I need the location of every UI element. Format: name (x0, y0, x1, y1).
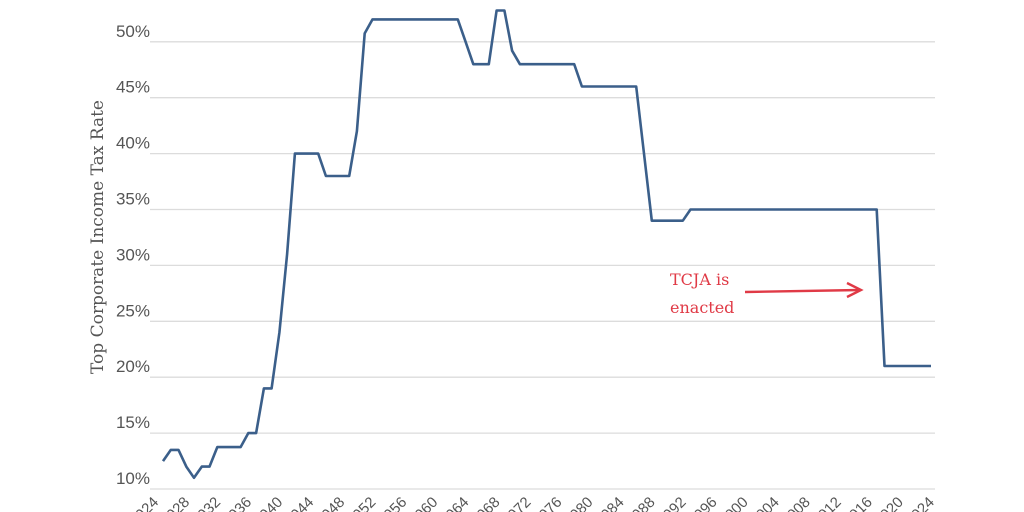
x-tick-label: 2020 (871, 494, 907, 512)
x-tick-label: 1972 (499, 494, 535, 512)
annotation: TCJA is enacted (670, 270, 864, 317)
x-tick-label: 1924 (126, 494, 162, 512)
x-tick-label: 1976 (530, 494, 566, 512)
x-tick-label: 2004 (747, 494, 783, 512)
y-tick-label: 20% (116, 357, 150, 376)
arrow-icon (744, 281, 864, 299)
annotation-text-line2: enacted (670, 298, 734, 317)
x-tick-label: 1968 (468, 494, 504, 512)
x-tick-label: 1992 (654, 494, 690, 512)
x-tick-label: 2012 (809, 494, 845, 512)
x-tick-label: 1928 (157, 494, 193, 512)
x-tick-label: 2008 (778, 494, 814, 512)
y-tick-label: 25% (116, 301, 150, 320)
x-tick-label: 1940 (251, 494, 287, 512)
y-tick-label: 10% (116, 469, 150, 488)
x-tick-label: 2016 (840, 494, 876, 512)
x-tick-label: 1980 (561, 494, 597, 512)
y-tick-label: 40% (116, 134, 150, 153)
x-tick-label: 1984 (592, 494, 628, 512)
y-tick-label: 15% (116, 413, 150, 432)
x-tick-label: 2024 (902, 494, 938, 512)
y-axis-ticks: 10% 15% 20% 25% 30% 35% 40% 45% 50% (116, 22, 150, 488)
gridlines (150, 41, 935, 490)
x-axis-ticks: 1924192819321936194019441948195219561960… (126, 494, 937, 512)
x-tick-label: 1932 (189, 494, 225, 512)
x-tick-label: 2000 (716, 494, 752, 512)
x-tick-label: 1948 (313, 494, 349, 512)
series-line (161, 9, 931, 480)
x-tick-label: 1988 (623, 494, 659, 512)
x-tick-label: 1996 (685, 494, 721, 512)
x-tick-label: 1936 (220, 494, 256, 512)
y-tick-label: 50% (116, 22, 150, 41)
x-tick-label: 1964 (437, 494, 473, 512)
x-tick-label: 1944 (282, 494, 318, 512)
x-tick-label: 1952 (344, 494, 380, 512)
annotation-text-line1: TCJA is (670, 270, 729, 289)
y-axis-title: Top Corporate Income Tax Rate (88, 100, 108, 374)
y-tick-label: 30% (116, 245, 150, 264)
x-tick-label: 1956 (375, 494, 411, 512)
x-tick-label: 1960 (406, 494, 442, 512)
y-tick-label: 45% (116, 78, 150, 97)
y-tick-label: 35% (116, 190, 150, 209)
